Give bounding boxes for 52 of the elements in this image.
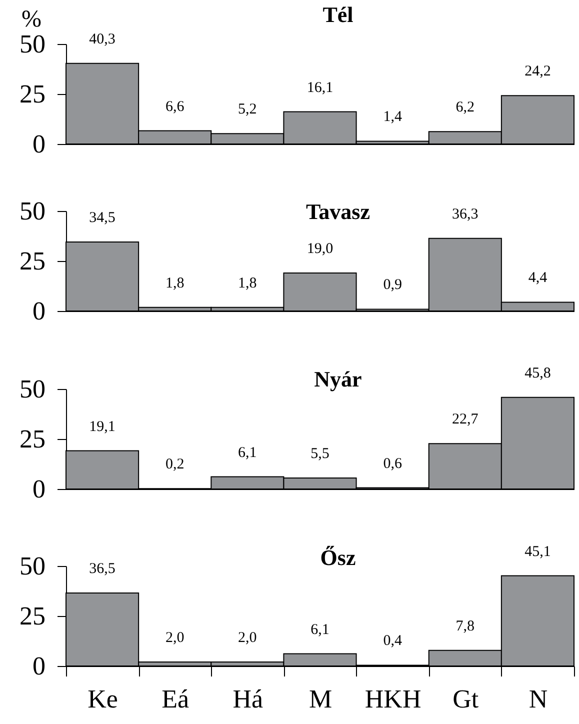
y-tick-label: 50	[20, 30, 46, 58]
data-label: 45,8	[524, 365, 551, 382]
chart-title: Tél	[322, 2, 354, 27]
data-label: 5,5	[310, 446, 330, 462]
x-tick-label: N	[528, 684, 548, 714]
y-tick-label: 50	[20, 552, 46, 580]
x-tick-label: Há	[232, 684, 264, 714]
data-label: 45,1	[524, 544, 551, 560]
y-tick-label: 25	[20, 80, 46, 108]
data-label: 36,3	[452, 206, 478, 222]
y-tick-label: 0	[32, 652, 46, 680]
data-label: 6,6	[165, 98, 185, 115]
data-label: 2,0	[165, 630, 184, 646]
data-label: 1,4	[383, 109, 402, 126]
data-label: 0,6	[383, 456, 402, 472]
x-tick-label: Ke	[88, 684, 118, 714]
data-label: 2,0	[238, 630, 257, 646]
y-tick-label: 0	[32, 130, 46, 158]
data-label: 19,1	[89, 418, 116, 435]
data-label: 7,8	[456, 618, 475, 634]
y-tick-label: 0	[32, 296, 46, 326]
data-label: 24,2	[524, 64, 551, 80]
data-label: 22,7	[452, 412, 479, 428]
data-label: 36,5	[89, 561, 116, 577]
chart-title: Tavasz	[306, 199, 370, 224]
data-label: 1,8	[238, 275, 257, 292]
data-label: 0,2	[165, 456, 184, 473]
data-label: 0,9	[383, 277, 402, 294]
data-label: 6,1	[310, 622, 330, 638]
y-tick-label: 25	[20, 602, 46, 630]
chart-title: Nyár	[314, 366, 362, 392]
y-axis-title: %	[22, 6, 42, 32]
data-label: 6,2	[456, 100, 475, 116]
x-tick-label: Gt	[452, 684, 480, 714]
chart-title: Ősz	[320, 544, 356, 570]
data-label: 5,2	[238, 102, 257, 118]
data-label: 40,3	[89, 31, 116, 48]
data-label: 1,8	[165, 275, 184, 292]
data-label: 4,4	[528, 270, 548, 286]
y-tick-label: 50	[20, 196, 46, 226]
y-tick-label: 25	[20, 424, 46, 454]
data-label: 16,1	[306, 80, 334, 96]
data-label: 0,4	[383, 633, 402, 650]
data-label: 19,0	[306, 241, 334, 257]
x-tick-label: HKH	[364, 684, 422, 714]
x-tick-label: M	[308, 684, 332, 714]
y-tick-label: 50	[20, 374, 46, 404]
data-label: 6,1	[238, 444, 257, 461]
y-tick-label: 0	[32, 474, 46, 504]
data-label: 34,5	[89, 210, 116, 226]
x-tick-label: Eá	[162, 684, 190, 714]
y-tick-label: 25	[20, 246, 46, 276]
